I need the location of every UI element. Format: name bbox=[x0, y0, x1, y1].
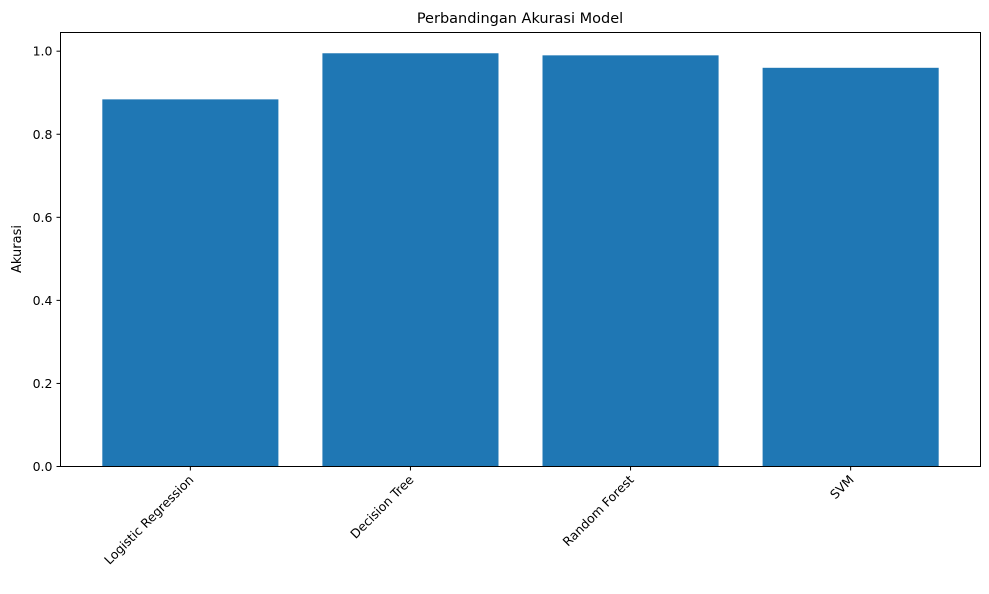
bar-decision-tree bbox=[322, 53, 499, 467]
bar-logistic-regression bbox=[102, 99, 279, 467]
y-tick-label: 0.4 bbox=[33, 293, 53, 308]
y-axis: 0.0 0.2 0.4 0.6 0.8 1.0 bbox=[33, 44, 61, 474]
bar-random-forest bbox=[542, 55, 719, 467]
x-axis: Logistic Regression Decision Tree Random F… bbox=[101, 466, 857, 567]
x-tick-label: SVM bbox=[827, 472, 857, 502]
bar-svm bbox=[762, 67, 939, 467]
y-tick-label: 1.0 bbox=[33, 44, 53, 59]
chart-title: Perbandingan Akurasi Model bbox=[417, 11, 623, 27]
x-tick-label: Random Forest bbox=[560, 472, 637, 549]
y-tick-label: 0.2 bbox=[33, 376, 53, 391]
y-tick-label: 0.8 bbox=[33, 127, 53, 142]
x-tick-label: Logistic Regression bbox=[101, 472, 196, 567]
y-tick-label: 0.0 bbox=[33, 459, 53, 474]
y-tick-label: 0.6 bbox=[33, 210, 53, 225]
plot-frame bbox=[60, 32, 981, 467]
y-axis-label: Akurasi bbox=[10, 225, 25, 273]
bars-group bbox=[102, 53, 939, 467]
x-tick-label: Decision Tree bbox=[347, 472, 417, 542]
